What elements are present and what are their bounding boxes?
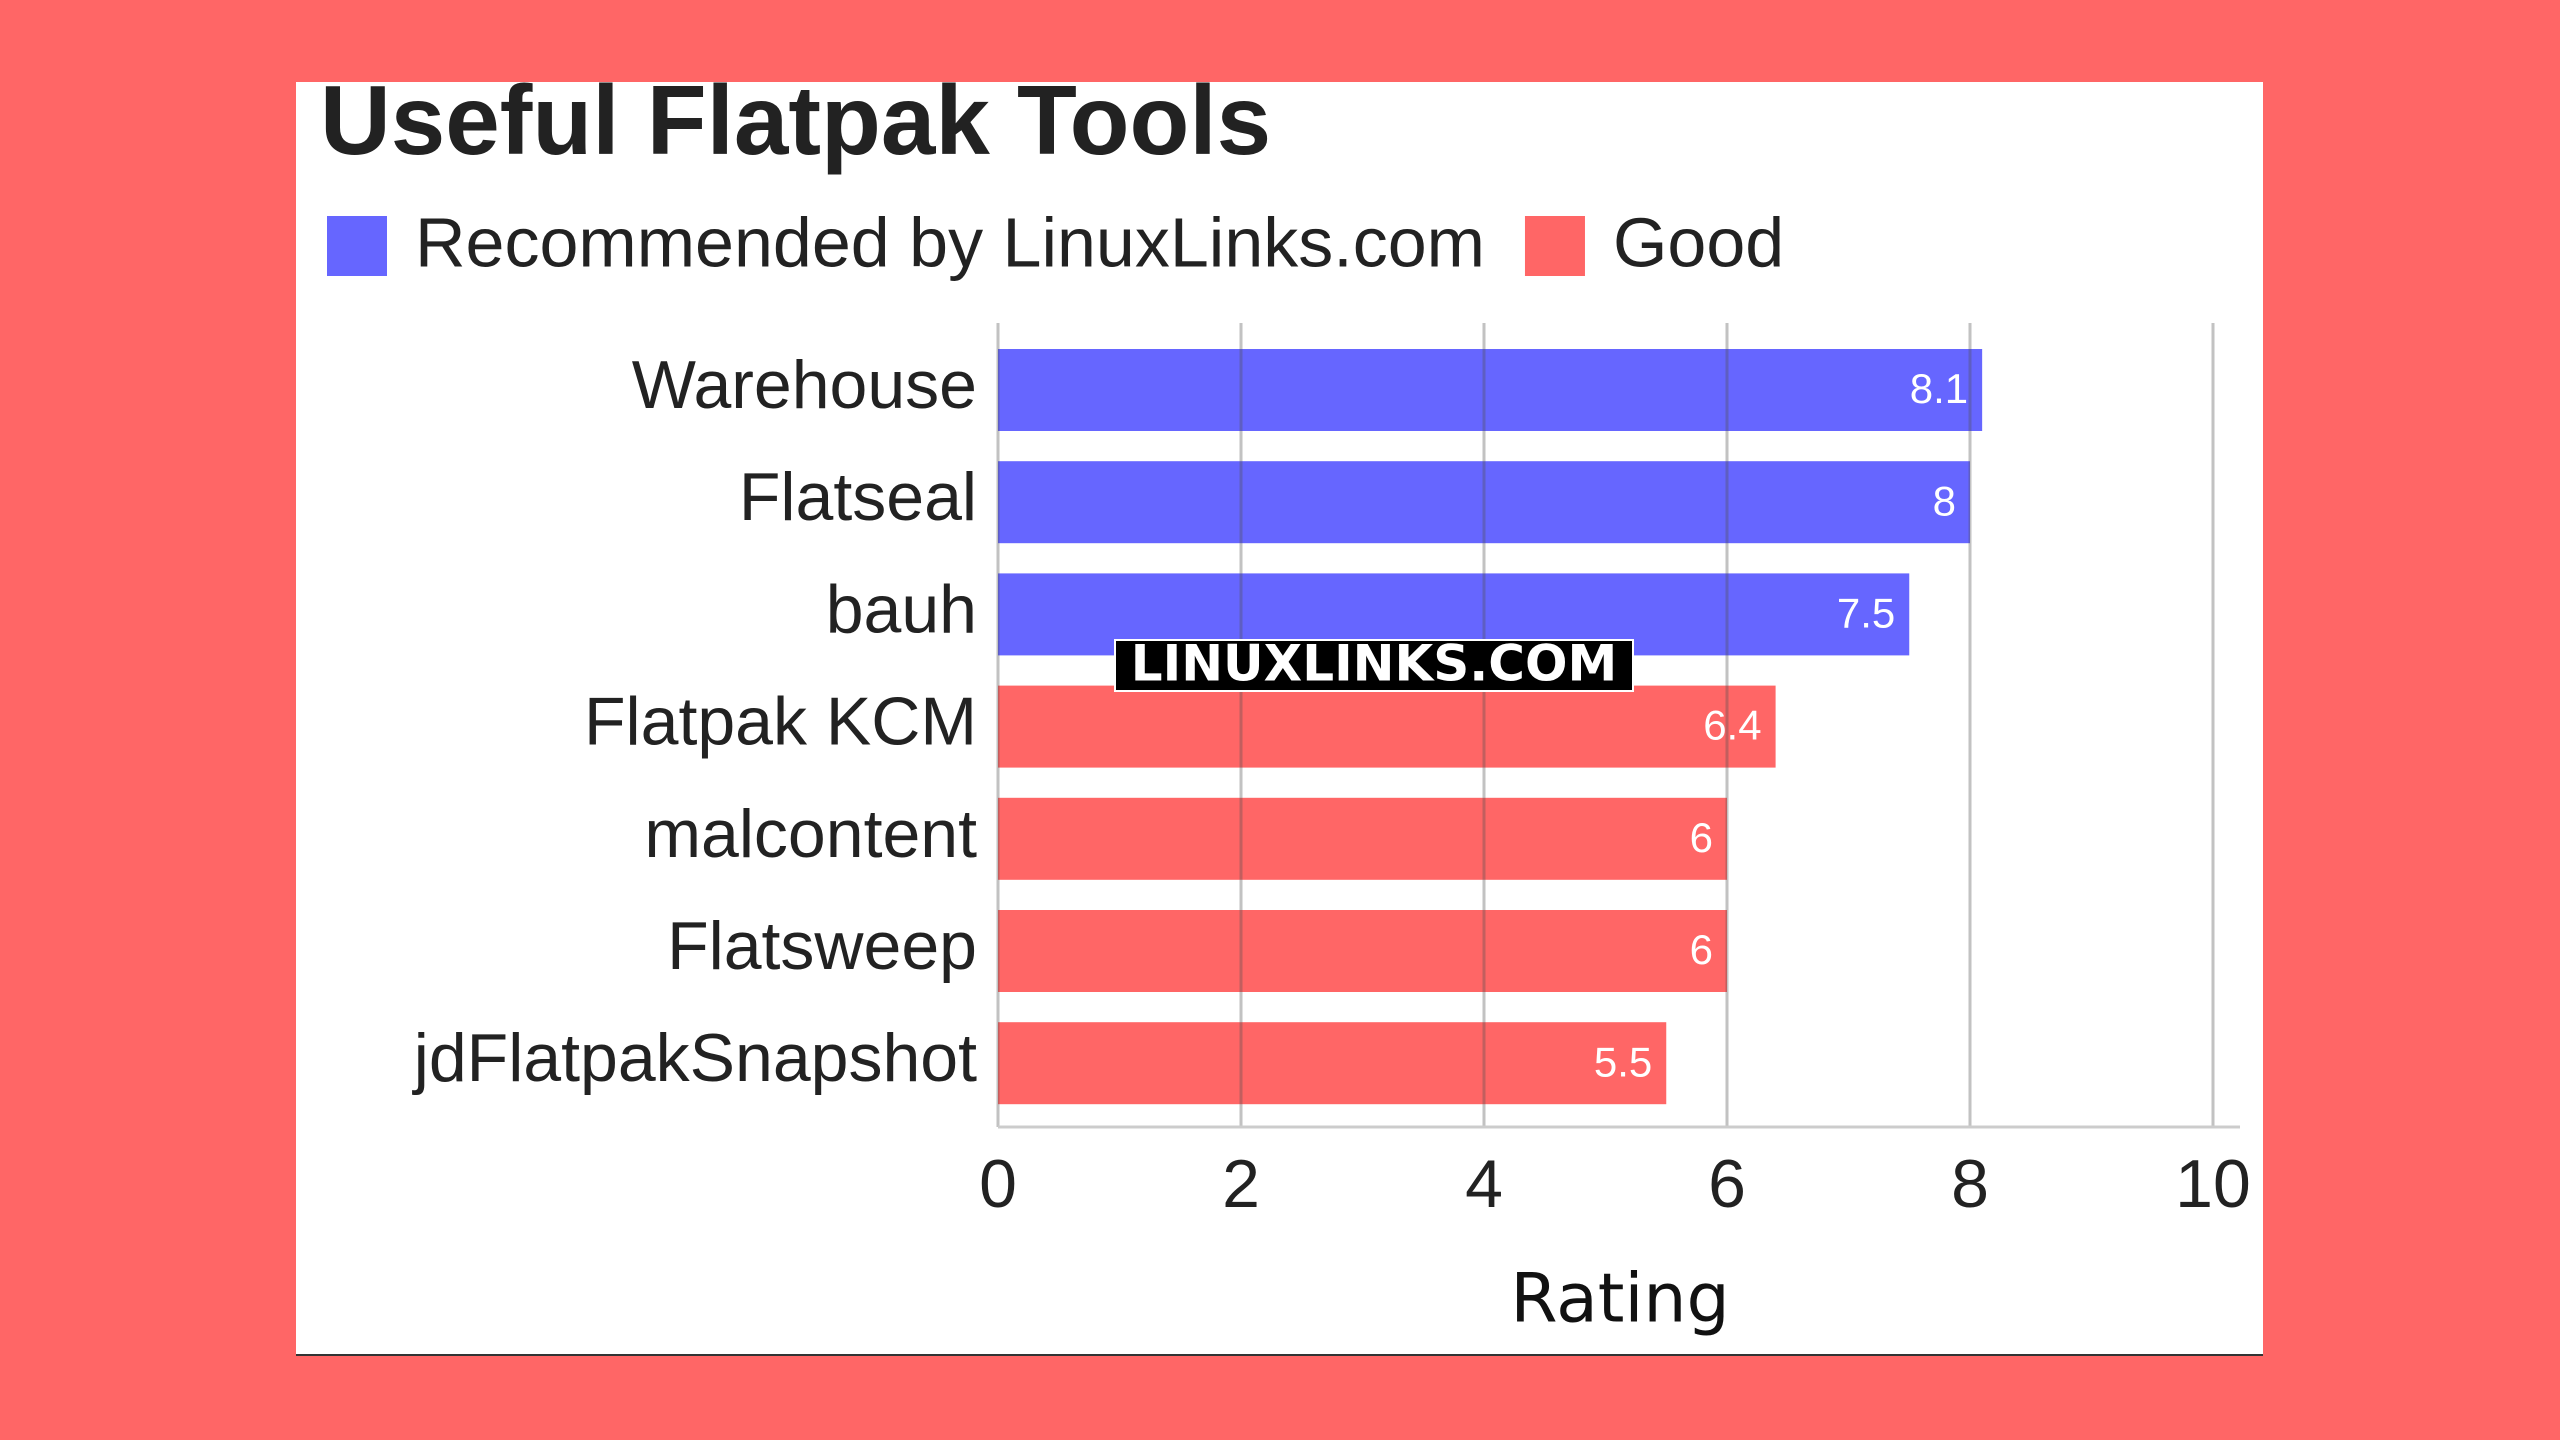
bar — [998, 685, 1776, 768]
y-tick-label: Warehouse — [632, 347, 977, 423]
value-label: 8 — [1933, 477, 1956, 524]
legend-label: Recommended by LinuxLinks.com — [415, 203, 1485, 281]
value-label: 6 — [1690, 926, 1713, 973]
legend-swatch — [1524, 216, 1585, 276]
x-tick-label: 10 — [2175, 1146, 2251, 1222]
x-axis-label: Rating — [1510, 1260, 1729, 1339]
x-tick-label: 4 — [1465, 1146, 1503, 1222]
value-label: 5.5 — [1594, 1038, 1652, 1085]
bar — [998, 349, 1983, 431]
y-tick-label: malcontent — [644, 796, 977, 872]
bar — [998, 461, 1970, 544]
x-tick-label: 6 — [1708, 1146, 1746, 1222]
chart-title: Useful Flatpak Tools — [320, 65, 1271, 175]
y-tick-label: Flatpak KCM — [584, 684, 977, 760]
y-tick-label: Flatseal — [739, 459, 977, 535]
bar — [998, 1022, 1667, 1105]
bar — [998, 910, 1727, 992]
x-tick-label: 2 — [1222, 1146, 1260, 1222]
watermark-box — [1114, 639, 1634, 692]
y-tick-label: bauh — [826, 571, 977, 647]
legend-swatch — [327, 216, 387, 276]
x-tick-label: 8 — [1951, 1146, 1989, 1222]
y-tick-label: Flatsweep — [667, 908, 977, 984]
watermark: LINUXLINKS.COM — [1131, 635, 1617, 693]
value-label: 6.4 — [1703, 702, 1761, 749]
bar — [998, 797, 1727, 880]
legend-label: Good — [1613, 203, 1784, 281]
y-tick-label: jdFlatpakSnapshot — [412, 1020, 977, 1096]
value-label: 8.1 — [1910, 365, 1968, 412]
value-label: 7.5 — [1837, 589, 1895, 636]
x-tick-label: 0 — [979, 1146, 1017, 1222]
value-label: 6 — [1690, 814, 1713, 861]
